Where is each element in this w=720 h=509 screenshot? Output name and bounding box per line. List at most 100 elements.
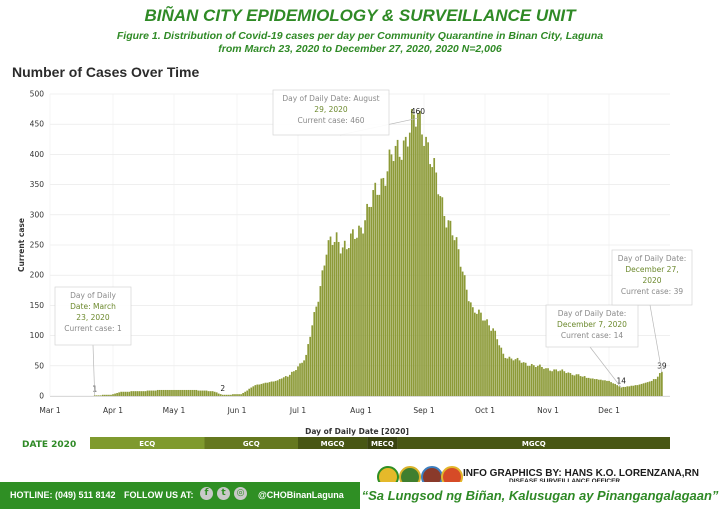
daily-case-bar — [654, 379, 657, 396]
data-label: 460 — [411, 107, 426, 116]
daily-case-bar — [612, 383, 614, 396]
daily-case-bar — [185, 389, 188, 396]
daily-case-bar — [431, 167, 434, 396]
tooltip-text: Current case: 1 — [64, 324, 122, 333]
x-tick-label: Nov 1 — [537, 406, 559, 415]
daily-case-bar — [624, 386, 627, 396]
daily-case-bar — [134, 391, 137, 396]
daily-case-bar — [177, 389, 179, 396]
daily-case-bar — [492, 328, 495, 396]
figure-caption-line1: Figure 1. Distribution of Covid-19 cases… — [116, 30, 604, 42]
daily-case-bar — [490, 330, 492, 396]
daily-case-bar — [563, 371, 566, 396]
daily-case-bar — [256, 384, 259, 396]
daily-case-bar — [309, 336, 312, 396]
daily-case-bar — [203, 390, 206, 396]
daily-case-bar — [520, 362, 523, 396]
tooltip-text: 2020 — [642, 276, 661, 285]
quarantine-segment — [90, 437, 205, 449]
daily-case-bar — [274, 380, 277, 396]
daily-case-bar — [606, 380, 608, 396]
daily-case-bar — [585, 377, 588, 396]
daily-case-bar — [451, 235, 454, 396]
tooltip-text: Current case: 460 — [297, 116, 364, 125]
daily-case-bar — [534, 367, 537, 396]
daily-case-bar — [463, 275, 466, 396]
y-tick-label: 150 — [30, 301, 45, 310]
daily-case-bar — [516, 357, 519, 396]
daily-case-bar — [591, 378, 594, 396]
daily-case-bar — [656, 376, 659, 396]
daily-case-bar — [360, 227, 362, 396]
twitter-icon[interactable]: t — [217, 487, 230, 500]
daily-case-bar — [380, 178, 383, 396]
daily-case-bar — [144, 391, 147, 396]
daily-case-bar — [557, 371, 560, 396]
daily-case-bar — [156, 389, 159, 396]
daily-case-bar — [254, 385, 257, 396]
daily-case-bar — [443, 216, 446, 396]
daily-case-bar — [551, 371, 553, 396]
social-handle[interactable]: @CHOBinanLaguna — [258, 490, 344, 500]
daily-case-bar — [640, 383, 643, 396]
daily-case-bar — [323, 265, 326, 396]
gridlines — [49, 93, 670, 397]
daily-case-bar — [341, 247, 344, 396]
daily-case-bar — [565, 373, 568, 396]
daily-case-bar — [638, 384, 641, 396]
daily-case-bar — [439, 196, 442, 396]
daily-case-bar — [583, 376, 586, 396]
daily-case-bar — [496, 339, 499, 396]
tooltip-pointer — [649, 304, 663, 373]
header: BIÑAN CITY EPIDEMIOLOGY & SURVEILLANCE U… — [0, 0, 720, 60]
daily-case-bar — [225, 394, 228, 396]
daily-case-bar — [402, 140, 405, 396]
daily-case-bar — [349, 233, 352, 396]
daily-case-bar — [99, 395, 102, 396]
daily-case-bar — [634, 385, 637, 396]
daily-case-bar — [573, 375, 576, 396]
daily-case-bar — [661, 371, 663, 396]
daily-case-bar — [333, 241, 336, 396]
daily-case-bar — [549, 370, 551, 396]
daily-case-bar — [593, 379, 596, 396]
daily-case-bar — [124, 391, 127, 396]
daily-case-bar — [130, 391, 133, 396]
daily-case-bar — [435, 172, 438, 396]
daily-case-bar — [502, 353, 505, 396]
daily-case-bar — [427, 142, 429, 396]
facebook-icon[interactable]: f — [200, 487, 213, 500]
daily-case-bar — [118, 392, 120, 396]
quarantine-segment-label: GCQ — [243, 440, 260, 448]
daily-case-bar — [260, 383, 263, 396]
daily-case-bar — [148, 390, 151, 396]
tooltip-text: December 7, 2020 — [557, 320, 627, 329]
daily-case-bar — [311, 325, 314, 396]
daily-case-bar — [413, 114, 415, 396]
daily-case-bar — [354, 238, 356, 396]
daily-case-bar — [429, 164, 431, 396]
tooltip-callout: Day of Daily Date: March 23, 2020 Current c… — [54, 286, 132, 396]
daily-case-bar — [221, 394, 224, 396]
tooltip-pointer — [92, 344, 96, 396]
daily-case-bar — [215, 392, 218, 396]
daily-case-bar — [207, 391, 210, 396]
daily-case-bar — [230, 394, 232, 396]
daily-case-bar — [132, 391, 135, 396]
x-tick-label: Sep 1 — [413, 406, 435, 415]
daily-case-bar — [382, 177, 385, 396]
instagram-icon[interactable]: ◎ — [234, 487, 247, 500]
daily-case-bar — [201, 390, 204, 396]
daily-case-bar — [543, 368, 545, 396]
daily-case-bar — [555, 369, 558, 396]
quarantine-segment — [298, 437, 368, 449]
data-label: 14 — [616, 377, 626, 386]
daily-case-bar — [378, 194, 381, 396]
daily-case-bar — [282, 377, 285, 396]
daily-case-bar — [175, 389, 177, 396]
daily-case-bar — [169, 389, 171, 396]
daily-case-bar — [268, 382, 271, 396]
daily-case-bar — [97, 395, 100, 396]
y-tick-label: 350 — [30, 180, 45, 189]
daily-case-bar — [307, 344, 310, 396]
